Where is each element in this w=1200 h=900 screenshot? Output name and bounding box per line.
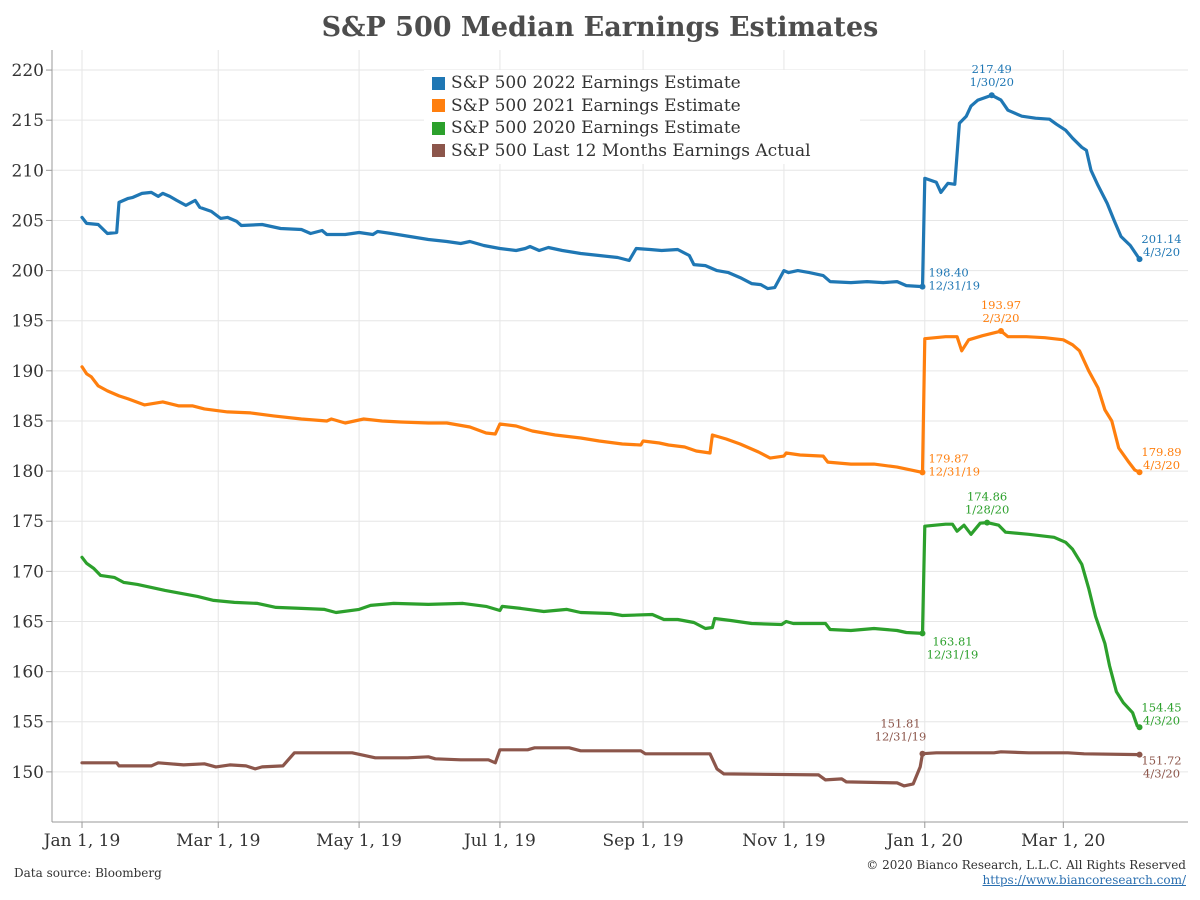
- y-tick-label: 175: [12, 512, 44, 532]
- x-tick-label: Jan 1, 19: [42, 831, 121, 851]
- x-tick-label: Nov 1, 19: [742, 831, 825, 851]
- marker-point: [984, 519, 991, 526]
- data-label-date: 4/3/20: [1143, 458, 1180, 472]
- data-label-date: 4/3/20: [1143, 767, 1180, 781]
- legend: S&P 500 2022 Earnings Estimate S&P 500 2…: [424, 70, 860, 164]
- data-label-value: 179.89: [1141, 445, 1181, 459]
- marker-point: [1136, 469, 1143, 476]
- y-tick-label: 150: [12, 763, 44, 783]
- data-label-date: 4/3/20: [1143, 245, 1180, 259]
- website-link[interactable]: https://www.biancoresearch.com/: [982, 873, 1186, 887]
- data-label-date: 2/3/20: [982, 311, 1019, 325]
- marker-point: [919, 630, 926, 637]
- data-label-value: 198.40: [928, 266, 968, 280]
- series-lines: [80, 93, 1142, 788]
- legend-swatch: [432, 121, 445, 135]
- data-label-value: 201.14: [1141, 232, 1181, 246]
- legend-swatch: [432, 99, 445, 113]
- y-tick-label: 190: [12, 362, 44, 382]
- data-label-date: 4/3/20: [1143, 713, 1180, 727]
- legend-swatch: [432, 76, 445, 90]
- annotations: 198.4012/31/19217.491/30/20201.144/3/201…: [875, 62, 1182, 780]
- data-label-value: 179.87: [928, 451, 968, 465]
- marker-point: [919, 283, 926, 290]
- data-label-date: 12/31/19: [875, 730, 927, 744]
- y-tick-label: 155: [12, 713, 44, 733]
- legend-swatch: [432, 144, 445, 158]
- y-tick-label: 160: [12, 663, 44, 683]
- data-label-value: 174.86: [967, 490, 1007, 504]
- legend-item: S&P 500 2020 Earnings Estimate: [432, 117, 852, 140]
- data-label-date: 12/31/19: [928, 464, 980, 478]
- copyright: © 2020 Bianco Research, L.L.C. All Right…: [866, 858, 1186, 872]
- series-line: [80, 520, 1142, 729]
- y-tick-label: 205: [12, 211, 44, 231]
- legend-label: S&P 500 2020 Earnings Estimate: [451, 118, 741, 139]
- legend-label: S&P 500 Last 12 Months Earnings Actual: [451, 140, 811, 161]
- marker-point: [1136, 751, 1143, 758]
- legend-item: S&P 500 Last 12 Months Earnings Actual: [432, 140, 852, 163]
- data-label-value: 163.81: [932, 634, 972, 648]
- y-tick-label: 215: [12, 111, 44, 131]
- data-label-date: 1/28/20: [965, 503, 1009, 517]
- x-tick-label: Sep 1, 19: [602, 831, 683, 851]
- x-tick-label: Mar 1, 20: [1021, 831, 1105, 851]
- legend-item: S&P 500 2021 Earnings Estimate: [432, 95, 852, 118]
- y-tick-label: 210: [12, 161, 44, 181]
- grid: [52, 50, 1188, 822]
- marker-point: [919, 750, 926, 757]
- legend-item: S&P 500 2022 Earnings Estimate: [432, 72, 852, 95]
- x-tick-label: Mar 1, 19: [176, 831, 260, 851]
- marker-point: [919, 469, 926, 476]
- data-label-date: 12/31/19: [928, 279, 980, 293]
- data-label-value: 151.72: [1141, 754, 1181, 768]
- y-tick-label: 200: [12, 262, 44, 282]
- series-line: [80, 329, 1142, 474]
- y-tick-label: 180: [12, 462, 44, 482]
- data-label-value: 151.81: [880, 717, 920, 731]
- data-label-value: 154.45: [1141, 700, 1181, 714]
- marker-point: [1136, 724, 1143, 731]
- marker-point: [988, 92, 995, 99]
- y-tick-label: 195: [12, 312, 44, 332]
- y-tick-label: 185: [12, 412, 44, 432]
- x-tick-label: Jul 1, 19: [462, 831, 536, 851]
- x-tick-label: Jan 1, 20: [884, 831, 963, 851]
- legend-label: S&P 500 2022 Earnings Estimate: [451, 73, 741, 94]
- data-label-value: 217.49: [972, 62, 1012, 76]
- axes: 150 155 160 165 170 175 180 185 190 195 200 205 210 2…: [12, 50, 1188, 851]
- legend-label: S&P 500 2021 Earnings Estimate: [451, 95, 741, 116]
- marker-point: [1136, 256, 1143, 263]
- data-label-date: 1/30/20: [970, 75, 1014, 89]
- data-source: Data source: Bloomberg: [14, 866, 162, 880]
- x-tick-label: May 1, 19: [316, 831, 402, 851]
- data-label-value: 193.97: [981, 298, 1021, 312]
- series-line: [80, 746, 1142, 788]
- y-tick-label: 165: [12, 612, 44, 632]
- marker-point: [997, 328, 1004, 335]
- chart-title: S&P 500 Median Earnings Estimates: [321, 12, 879, 43]
- y-tick-label: 220: [12, 61, 44, 81]
- data-label-date: 12/31/19: [927, 647, 979, 661]
- y-tick-label: 170: [12, 562, 44, 582]
